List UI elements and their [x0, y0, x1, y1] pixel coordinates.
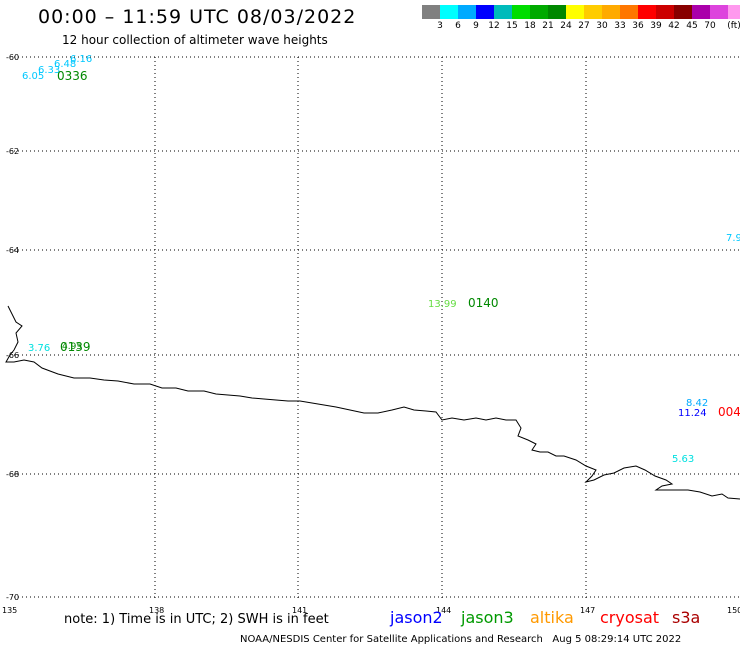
- latitude-label: -62: [6, 147, 19, 156]
- longitude-label: 147: [580, 606, 595, 615]
- legend-label: 70: [704, 21, 716, 31]
- wave-height-observation: 4.95: [62, 342, 82, 352]
- wave-height-observation: 11.24: [678, 408, 707, 419]
- legend-label: 3: [437, 21, 443, 31]
- legend-swatch: [674, 5, 692, 19]
- legend-label: 24: [560, 21, 572, 31]
- legend-swatch: [548, 5, 566, 19]
- legend-label: 6: [455, 21, 461, 31]
- legend-swatch: [710, 5, 728, 19]
- legend-swatch: [458, 5, 476, 19]
- map-subtitle: 12 hour collection of altimeter wave hei…: [62, 33, 328, 47]
- satellite-jason2-label: jason2: [390, 608, 443, 627]
- longitude-label: 144: [436, 606, 451, 615]
- legend-label: 27: [578, 21, 590, 31]
- wave-height-observation: 004: [718, 405, 740, 419]
- wave-height-observation: 0140: [468, 296, 499, 310]
- legend-label: 42: [668, 21, 680, 31]
- legend-label: 9: [473, 21, 479, 31]
- legend-swatch: [620, 5, 638, 19]
- legend-unit: (ft): [727, 21, 740, 31]
- longitude-label: 141: [292, 606, 307, 615]
- latitude-label: -64: [6, 246, 19, 255]
- wave-height-observation: 13.99: [428, 299, 457, 310]
- footer-note: note: 1) Time is in UTC; 2) SWH is in fe…: [64, 612, 329, 627]
- legend-swatch: [530, 5, 548, 19]
- latitude-label: -60: [6, 53, 19, 62]
- legend-label: 15: [506, 21, 518, 31]
- legend-swatch: [656, 5, 674, 19]
- legend-swatch: [692, 5, 710, 19]
- wave-height-observation: 0139: [60, 340, 91, 354]
- map-title: 00:00 – 11:59 UTC 08/03/2022: [38, 6, 357, 28]
- legend-swatch: [638, 5, 656, 19]
- credit-text: NOAA/NESDIS Center for Satellite Applica…: [240, 634, 543, 645]
- generated-timestamp: Aug 5 08:29:14 UTC 2022: [552, 634, 682, 645]
- latitude-label: -70: [6, 593, 19, 602]
- wave-height-observation: 7.9: [726, 233, 740, 244]
- legend-swatch: [584, 5, 602, 19]
- longitude-label: 135: [2, 606, 17, 615]
- legend-swatch: [566, 5, 584, 19]
- legend-label: 21: [542, 21, 554, 31]
- legend-label: 36: [632, 21, 644, 31]
- footer-credit: NOAA/NESDIS Center for Satellite Applica…: [240, 634, 681, 645]
- axis-labels: -60 -62 -64 -66 -68 -70 135 138 141 144 147 150: [2, 53, 740, 615]
- legend-swatch: [440, 5, 458, 19]
- legend-label: 33: [614, 21, 626, 31]
- wave-height-observation: 6.16: [70, 54, 92, 65]
- antarctic-coastline: [5, 305, 740, 500]
- latitude-label: -68: [6, 470, 19, 479]
- lat-lon-grid: [14, 56, 740, 600]
- legend-swatch: [494, 5, 512, 19]
- wave-height-observation: 6.48: [54, 59, 76, 70]
- wave-height-observation: 3.76: [28, 343, 50, 354]
- legend-swatch: [512, 5, 530, 19]
- latitude-label: -66: [6, 351, 19, 360]
- legend-label: 30: [596, 21, 608, 31]
- wave-height-observation: 6.05: [22, 71, 44, 82]
- wave-height-observation: 5.63: [672, 454, 694, 465]
- longitude-label: 138: [149, 606, 164, 615]
- legend-label: 45: [686, 21, 698, 31]
- legend-label: 18: [524, 21, 536, 31]
- legend-swatch: [728, 5, 740, 19]
- observation-labels: 6.056.336.486.16 0336 7.9 13.99 0140 3.76 4.95…: [22, 54, 740, 465]
- wave-height-color-legend: [422, 5, 740, 19]
- wave-height-observation: 6.33: [38, 65, 60, 76]
- legend-label: 39: [650, 21, 662, 31]
- legend-swatch: [422, 5, 440, 19]
- legend-label: 12: [488, 21, 500, 31]
- wave-height-observation: 0336: [57, 69, 88, 83]
- satellite-jason3-label: jason3: [461, 608, 514, 627]
- wave-height-observation: 8.42: [686, 398, 708, 409]
- satellite-altika-label: altika: [530, 608, 574, 627]
- longitude-label: 150: [727, 606, 740, 615]
- satellite-s3a-label: s3a: [672, 608, 701, 627]
- satellite-cryosat-label: cryosat: [600, 608, 660, 627]
- legend-swatch: [602, 5, 620, 19]
- legend-swatch: [476, 5, 494, 19]
